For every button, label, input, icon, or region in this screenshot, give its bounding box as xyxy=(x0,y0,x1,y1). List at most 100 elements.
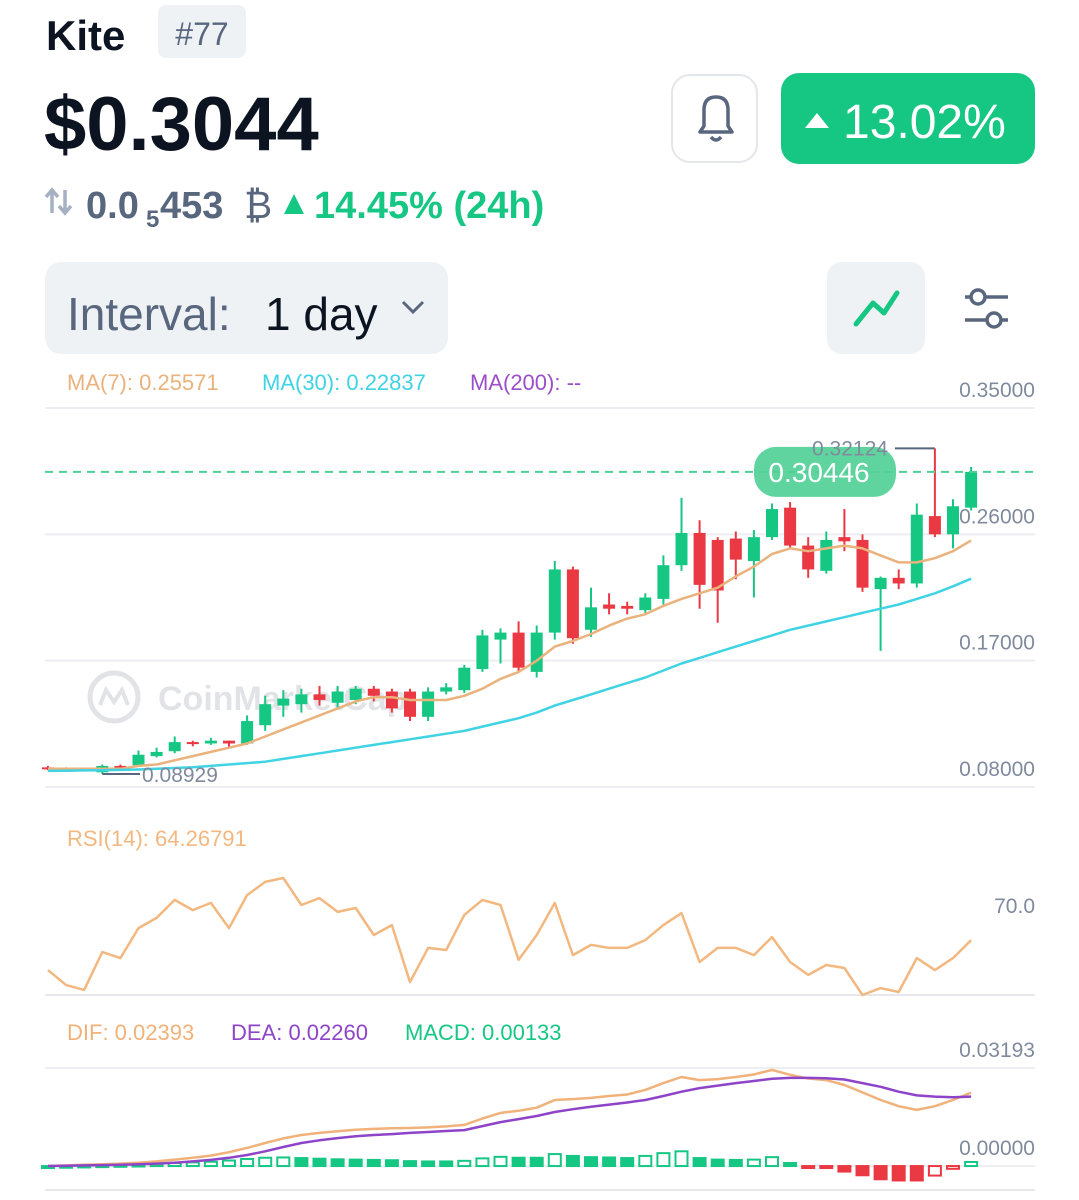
macd-bar xyxy=(312,1157,327,1168)
candle-body xyxy=(367,688,380,696)
macd-bar xyxy=(565,1154,580,1168)
candle-body xyxy=(874,577,887,590)
macd-bar xyxy=(909,1165,924,1182)
candle-body xyxy=(892,577,905,584)
macd-bar xyxy=(511,1156,526,1168)
legend-label: MA(7): 0.25571 xyxy=(67,370,219,395)
macd-bar xyxy=(638,1154,653,1168)
macd-bar xyxy=(710,1158,725,1168)
arrow-up xyxy=(44,187,60,213)
up-arrow xyxy=(805,113,829,128)
y-tick-label: 0.00000 xyxy=(959,1137,1035,1160)
candle-body xyxy=(928,516,941,535)
settings-button[interactable] xyxy=(965,288,1008,329)
candle-body xyxy=(910,514,923,584)
candle-body xyxy=(947,506,959,535)
macd-bar xyxy=(728,1158,743,1168)
candle-body xyxy=(204,740,217,744)
candle-body xyxy=(349,688,362,700)
macd-bar xyxy=(891,1165,906,1182)
btc-price-lead: 0.0 xyxy=(86,185,139,227)
chevron xyxy=(401,300,425,315)
arrow-down xyxy=(57,190,73,216)
macd-bar xyxy=(620,1157,635,1168)
macd-bar xyxy=(493,1155,508,1168)
candle-body xyxy=(675,532,688,566)
macd-bar xyxy=(584,1156,598,1168)
btc-price-zeros: 5 xyxy=(146,206,159,233)
change-badge-bg xyxy=(781,73,1035,164)
macd-bar xyxy=(783,1161,798,1168)
macd-bar xyxy=(403,1160,417,1168)
macd-bar xyxy=(203,1160,218,1168)
macd-bar xyxy=(927,1165,942,1177)
candle-body xyxy=(114,765,127,768)
alert-button[interactable] xyxy=(671,74,758,163)
candle-body xyxy=(223,740,235,744)
candle-body xyxy=(639,597,652,611)
y-tick-label: 0.26000 xyxy=(959,505,1035,528)
y-tick-label: 0.35000 xyxy=(959,379,1035,402)
macd-bar xyxy=(258,1156,273,1168)
candle-body xyxy=(494,632,507,640)
candle-body xyxy=(621,605,634,609)
change-badge: 13.02% xyxy=(843,96,1006,149)
macd-bar xyxy=(330,1158,345,1168)
line-icon xyxy=(853,290,900,327)
macd-bar xyxy=(294,1157,309,1168)
last-price-label: 0.30446 xyxy=(768,457,869,488)
candle-body xyxy=(603,604,616,609)
interval-selector[interactable]: Interval: 1 day xyxy=(45,262,448,354)
up-arrow xyxy=(284,194,304,214)
macd-bar xyxy=(946,1165,960,1170)
candle-body xyxy=(295,694,308,705)
legend-label: MACD: 0.00133 xyxy=(405,1020,562,1045)
candle-body xyxy=(838,537,851,542)
macd-bar xyxy=(439,1160,454,1168)
candle-body xyxy=(548,569,561,633)
last-price-tag xyxy=(754,446,896,497)
chart-type-button[interactable] xyxy=(827,262,925,354)
macd-bar xyxy=(366,1158,381,1168)
y-tick-label: 70.0 xyxy=(994,895,1035,918)
coin-name: Kite xyxy=(46,12,125,59)
candle-body xyxy=(241,721,254,744)
macd-bar xyxy=(276,1156,291,1168)
swap-icon xyxy=(44,187,73,216)
rank: #77 xyxy=(175,16,228,52)
high-label: 0.32124 xyxy=(812,437,888,460)
candle-body xyxy=(965,471,978,508)
candle-body xyxy=(747,537,760,562)
slider-knob xyxy=(985,311,1003,329)
macd-bar xyxy=(837,1165,852,1173)
macd-bar xyxy=(746,1158,761,1168)
macd-bar xyxy=(855,1165,870,1177)
legend-label: MA(30): 0.22837 xyxy=(262,370,426,395)
candle-body xyxy=(186,742,199,745)
ma-line xyxy=(47,577,972,773)
legend-label: MA(200): -- xyxy=(470,370,581,395)
candle-body xyxy=(404,691,416,717)
macd-bar xyxy=(421,1160,436,1168)
candle-body xyxy=(476,635,489,670)
macd-bar xyxy=(674,1150,689,1168)
candle-body xyxy=(385,691,398,709)
legend-label: DEA: 0.02260 xyxy=(231,1020,368,1045)
bell-icon xyxy=(698,95,734,142)
btc-unit: ₿ xyxy=(244,185,272,227)
macd-bar xyxy=(819,1165,834,1170)
interval-value: 1 day xyxy=(265,288,378,340)
ma-line xyxy=(48,539,972,771)
macd-bar xyxy=(529,1156,544,1168)
candle-body xyxy=(168,742,181,752)
candle-body xyxy=(711,539,724,591)
candle-body xyxy=(856,539,869,588)
macd-bar xyxy=(801,1165,816,1170)
candle-body xyxy=(693,532,706,585)
candle-body xyxy=(277,698,290,706)
macd-bar xyxy=(384,1159,399,1168)
btc-price-digits: 453 xyxy=(160,185,223,227)
macd-bar xyxy=(765,1156,779,1168)
macd-bar xyxy=(656,1152,671,1168)
